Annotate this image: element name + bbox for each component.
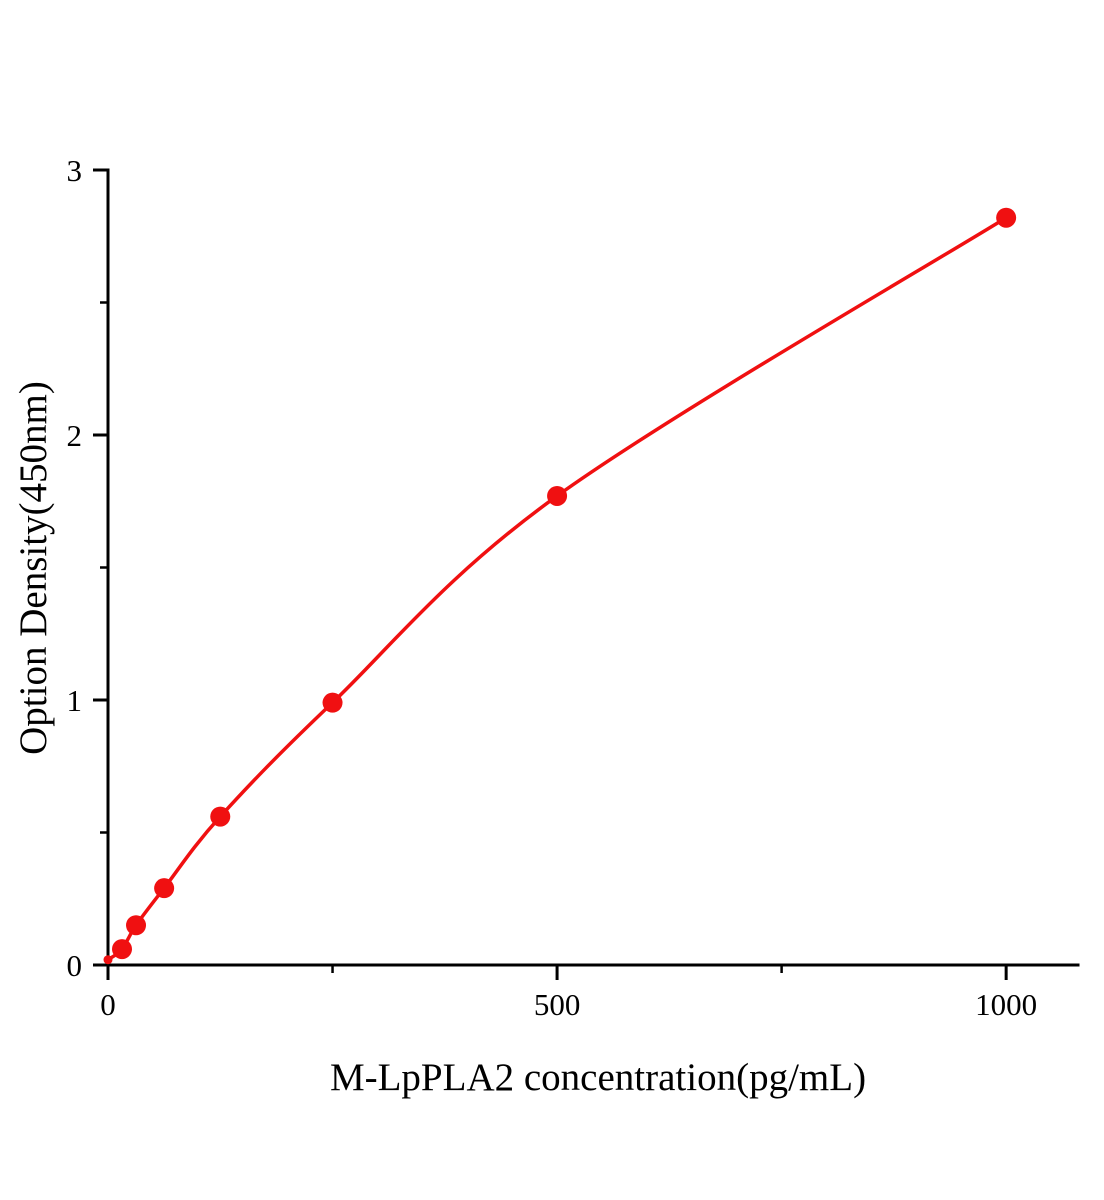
x-tick-label: 0 bbox=[100, 987, 116, 1022]
axes-layer: 0 500 1000 0 1 2 3 bbox=[67, 153, 1080, 1022]
y-tick-label: 2 bbox=[67, 418, 83, 453]
y-tick-label: 0 bbox=[67, 948, 83, 983]
data-point-marker bbox=[210, 806, 231, 827]
axis-lines bbox=[106, 168, 1080, 967]
data-point-marker bbox=[322, 692, 343, 713]
y-axis-label: Option Density(450nm) bbox=[12, 381, 55, 755]
x-tick-label: 1000 bbox=[975, 987, 1037, 1022]
data-point-marker bbox=[547, 485, 568, 506]
x-tick-label: 500 bbox=[534, 987, 581, 1022]
series-layer bbox=[103, 207, 1017, 965]
data-point-marker bbox=[996, 207, 1017, 228]
data-point-marker bbox=[103, 955, 113, 965]
data-point-marker bbox=[154, 878, 175, 899]
y-tick-label: 1 bbox=[67, 683, 83, 718]
x-axis-label: M-LpPLA2 concentration(pg/mL) bbox=[330, 1056, 866, 1099]
data-point-marker bbox=[112, 939, 133, 960]
standard-curve-line bbox=[106, 216, 1008, 962]
y-tick-label: 3 bbox=[67, 153, 83, 188]
data-point-marker bbox=[126, 915, 147, 936]
